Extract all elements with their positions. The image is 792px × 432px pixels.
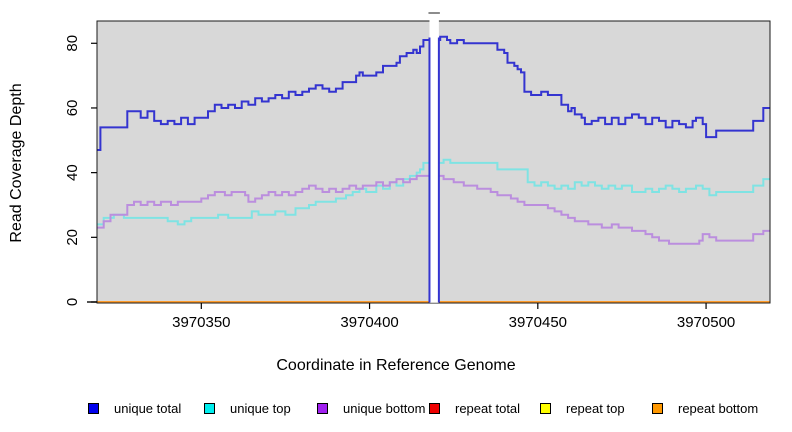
- legend-label: unique top: [230, 400, 291, 416]
- svg-text:3970400: 3970400: [340, 314, 398, 331]
- legend-label: repeat bottom: [678, 400, 759, 416]
- legend-item-repeat-total: repeat total: [429, 400, 520, 416]
- unique-bottom-swatch-icon: [317, 402, 328, 414]
- legend-item-unique-total: unique total: [88, 400, 181, 416]
- legend-item-unique-bottom: unique bottom: [317, 400, 425, 416]
- legend-label: unique total: [114, 400, 182, 416]
- svg-text:80: 80: [64, 35, 81, 52]
- legend-label: repeat total: [455, 400, 521, 416]
- unique-top-swatch-icon: [204, 402, 215, 414]
- svg-text:3970450: 3970450: [509, 314, 567, 331]
- svg-text:40: 40: [64, 164, 81, 181]
- repeat-bottom-swatch-icon: [652, 402, 663, 414]
- legend-item-unique-top: unique top: [204, 400, 291, 416]
- legend-label: repeat top: [566, 400, 625, 416]
- x-axis-label: Coordinate in Reference Genome: [276, 357, 516, 374]
- svg-text:3970350: 3970350: [172, 314, 230, 331]
- repeat-top-swatch-icon: [540, 402, 551, 414]
- unique-total-swatch-icon: [88, 402, 99, 414]
- svg-text:0: 0: [64, 298, 81, 306]
- svg-text:60: 60: [64, 100, 81, 117]
- y-axis-label: Read Coverage Depth: [8, 83, 25, 243]
- legend-label: unique bottom: [343, 400, 426, 416]
- svg-text:3970500: 3970500: [677, 314, 735, 331]
- repeat-total-swatch-icon: [429, 402, 440, 414]
- svg-text:20: 20: [64, 229, 81, 246]
- legend-item-repeat-top: repeat top: [540, 400, 625, 416]
- legend: unique total unique top unique bottom re…: [0, 400, 792, 420]
- legend-item-repeat-bottom: repeat bottom: [652, 400, 758, 416]
